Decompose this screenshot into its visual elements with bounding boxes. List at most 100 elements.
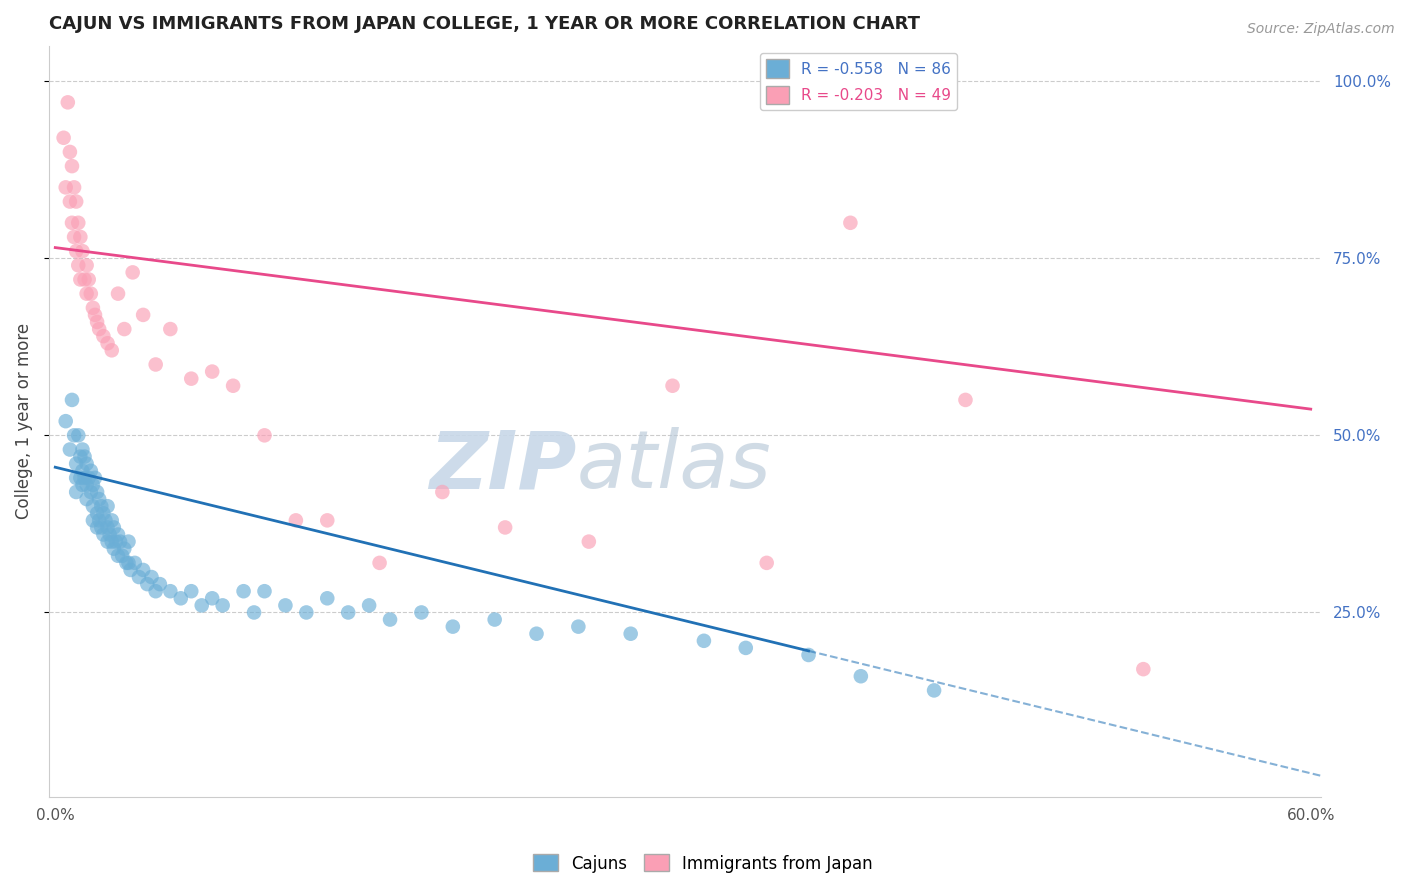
Point xyxy=(170,591,193,606)
Point xyxy=(97,499,120,513)
Point xyxy=(526,626,548,640)
Point xyxy=(180,372,202,386)
Point xyxy=(797,648,820,662)
Point xyxy=(103,520,125,534)
Point xyxy=(222,378,245,392)
Point xyxy=(100,513,122,527)
Point xyxy=(316,591,339,606)
Point xyxy=(76,492,98,507)
Point xyxy=(145,584,167,599)
Point xyxy=(107,286,129,301)
Point xyxy=(432,485,454,500)
Point xyxy=(60,159,83,173)
Point xyxy=(441,620,464,634)
Point xyxy=(77,272,100,286)
Point xyxy=(97,336,120,351)
Point xyxy=(190,599,212,613)
Point xyxy=(103,541,125,556)
Point xyxy=(117,534,139,549)
Point xyxy=(59,442,82,457)
Point xyxy=(65,194,87,209)
Point xyxy=(411,606,433,620)
Point xyxy=(100,534,122,549)
Point xyxy=(63,428,86,442)
Point xyxy=(97,534,120,549)
Point xyxy=(201,365,224,379)
Point xyxy=(120,563,142,577)
Point xyxy=(84,471,107,485)
Point xyxy=(839,216,862,230)
Point xyxy=(67,216,90,230)
Point xyxy=(72,244,94,259)
Point xyxy=(60,216,83,230)
Point xyxy=(80,485,103,500)
Point xyxy=(89,513,111,527)
Point xyxy=(132,563,155,577)
Text: Source: ZipAtlas.com: Source: ZipAtlas.com xyxy=(1247,22,1395,37)
Point xyxy=(93,527,115,541)
Point xyxy=(69,272,91,286)
Point xyxy=(232,584,254,599)
Point xyxy=(243,606,266,620)
Point xyxy=(94,513,117,527)
Point xyxy=(55,180,77,194)
Point xyxy=(76,457,98,471)
Point xyxy=(60,392,83,407)
Point xyxy=(73,272,96,286)
Point xyxy=(80,286,103,301)
Point xyxy=(63,230,86,244)
Point xyxy=(107,549,129,563)
Point xyxy=(77,471,100,485)
Point xyxy=(484,613,506,627)
Point xyxy=(211,599,233,613)
Point xyxy=(128,570,150,584)
Point xyxy=(159,322,181,336)
Point xyxy=(72,442,94,457)
Point xyxy=(295,606,318,620)
Point xyxy=(368,556,391,570)
Point xyxy=(337,606,360,620)
Point xyxy=(86,315,108,329)
Text: CAJUN VS IMMIGRANTS FROM JAPAN COLLEGE, 1 YEAR OR MORE CORRELATION CHART: CAJUN VS IMMIGRANTS FROM JAPAN COLLEGE, … xyxy=(49,15,920,33)
Point xyxy=(65,244,87,259)
Point xyxy=(90,520,112,534)
Point xyxy=(159,584,181,599)
Point xyxy=(86,506,108,520)
Point xyxy=(63,180,86,194)
Point xyxy=(86,520,108,534)
Point xyxy=(90,499,112,513)
Point xyxy=(274,599,297,613)
Point xyxy=(84,308,107,322)
Point xyxy=(86,485,108,500)
Point xyxy=(145,358,167,372)
Point xyxy=(316,513,339,527)
Legend: R = -0.558   N = 86, R = -0.203   N = 49: R = -0.558 N = 86, R = -0.203 N = 49 xyxy=(761,54,957,111)
Point xyxy=(80,464,103,478)
Point xyxy=(1132,662,1154,676)
Point xyxy=(567,620,589,634)
Text: ZIP: ZIP xyxy=(430,427,576,505)
Point xyxy=(65,485,87,500)
Point xyxy=(98,527,121,541)
Point xyxy=(136,577,159,591)
Point xyxy=(180,584,202,599)
Point xyxy=(104,534,127,549)
Point xyxy=(253,584,276,599)
Point xyxy=(141,570,163,584)
Point xyxy=(93,506,115,520)
Point xyxy=(76,286,98,301)
Point xyxy=(65,457,87,471)
Point xyxy=(253,428,276,442)
Point xyxy=(124,556,146,570)
Point xyxy=(620,626,643,640)
Point xyxy=(73,450,96,464)
Point xyxy=(76,258,98,272)
Point xyxy=(494,520,516,534)
Point xyxy=(108,534,131,549)
Point xyxy=(73,471,96,485)
Point xyxy=(121,265,143,279)
Point xyxy=(734,640,756,655)
Point xyxy=(849,669,872,683)
Point xyxy=(112,322,135,336)
Legend: Cajuns, Immigrants from Japan: Cajuns, Immigrants from Japan xyxy=(526,847,880,880)
